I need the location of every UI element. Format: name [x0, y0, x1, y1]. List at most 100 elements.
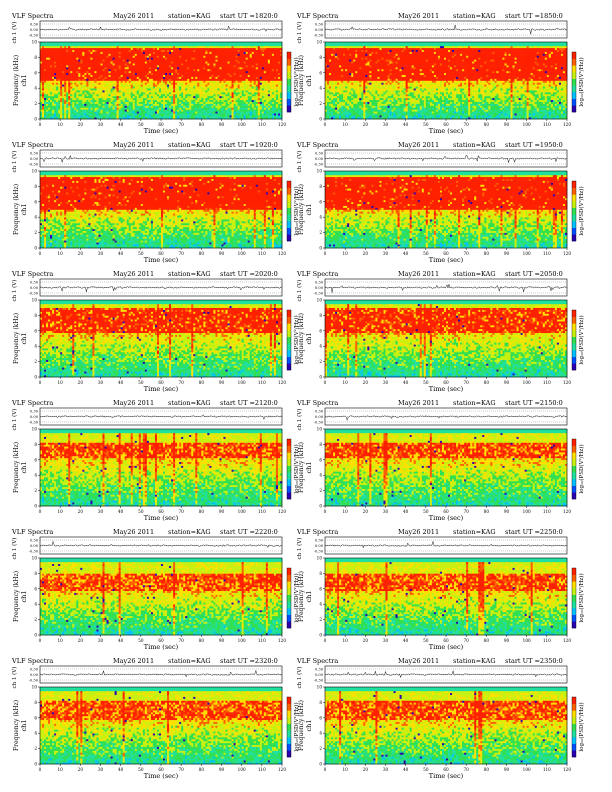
spectrogram-cell [76, 69, 78, 71]
spectrogram-cell [56, 84, 58, 86]
spectrogram-cell [88, 106, 90, 108]
spectrogram-cell [52, 63, 54, 65]
spectrogram-cell [96, 57, 98, 59]
spectrogram-cell [60, 107, 62, 109]
spectrogram-cell [58, 57, 60, 59]
spectrogram-cell [40, 90, 42, 92]
spectrogram-cell [64, 48, 66, 50]
spectrogram-cell [42, 102, 44, 104]
spectrogram-cell [98, 107, 100, 109]
spectrogram-cell [107, 54, 109, 56]
spectrogram-cell [80, 102, 82, 104]
spectrogram-cell [80, 88, 82, 90]
spectrogram-cell [76, 44, 78, 46]
spectrogram-cell [56, 86, 58, 88]
spectrogram-cell [96, 115, 98, 117]
spectrogram-cell [88, 84, 90, 86]
spectrogram-cell [40, 67, 42, 69]
spectrogram-cell [54, 73, 56, 75]
spectrogram-cell [98, 106, 100, 108]
spectrogram-cell [48, 57, 50, 59]
spectrogram-cell [54, 77, 56, 79]
spectrogram-cell [42, 54, 44, 56]
spectrogram-cell [64, 92, 66, 94]
spectrogram-cell [70, 88, 72, 90]
spectrogram-cell [50, 109, 52, 111]
spectrogram-cell [84, 73, 86, 75]
spectrogram-cell [82, 111, 84, 113]
spectrogram-cell [70, 69, 72, 71]
spectrogram-cell [46, 79, 48, 81]
spectrogram-cell [88, 71, 90, 73]
panel-title: VLF Spectra [11, 12, 53, 20]
spectrogram-cell [74, 115, 76, 117]
spectrogram-cell [48, 104, 50, 106]
spectrogram-cell [94, 82, 96, 84]
spectrogram-cell [107, 63, 109, 65]
spectrogram-cell [107, 104, 109, 106]
spectrogram-cell [78, 54, 80, 56]
spectrogram-cell [80, 61, 82, 63]
spectrogram-cell [44, 75, 46, 77]
spectrogram-cell [84, 42, 86, 44]
spectrogram-cell [66, 102, 68, 104]
spectrogram-cell [96, 96, 98, 98]
spectrogram-cell [44, 96, 46, 98]
spectrogram-cell [46, 73, 48, 75]
spectrogram-cell [107, 69, 109, 71]
spectrogram-cell [74, 54, 76, 56]
spectrogram-cell [98, 100, 100, 102]
spectrogram-cell [101, 100, 103, 102]
spectrogram-cell [48, 109, 50, 111]
spectrogram-cell [42, 111, 44, 113]
spectrogram-cell [76, 77, 78, 79]
spectrogram-cell [94, 115, 96, 117]
spectrogram-cell [66, 104, 68, 106]
spectrogram-cell [103, 115, 105, 117]
spectrogram-cell [46, 69, 48, 71]
spectrogram-cell [72, 42, 74, 44]
spectrogram-cell [72, 98, 74, 100]
spectrogram-cell [90, 65, 92, 67]
spectrogram-cell [64, 109, 66, 111]
spectrogram-cell [68, 111, 70, 113]
spectrogram-cell [94, 94, 96, 96]
spectrogram-cell [52, 57, 54, 59]
spectrogram-cell [96, 63, 98, 65]
spectrogram-cell [46, 102, 48, 104]
spectrogram-cell [48, 79, 50, 81]
spectrogram-cell [109, 96, 111, 98]
spectrogram-cell [107, 90, 109, 92]
spectrogram-cell [90, 48, 92, 50]
spectrogram-cell [92, 42, 94, 44]
spectrogram-cell [66, 50, 68, 52]
spectrogram-cell [76, 61, 78, 63]
spectrogram-cell [56, 52, 58, 54]
spectrogram-cell [86, 111, 88, 113]
spectrogram-cell [72, 71, 74, 73]
spectrogram-cell [60, 42, 62, 44]
spectrogram-cell [44, 46, 46, 48]
spectrogram-cell [94, 98, 96, 100]
spectrogram-cell [101, 84, 103, 86]
spectrogram-cell [54, 102, 56, 104]
spectrogram-cell [42, 94, 44, 96]
spectrogram-cell [80, 65, 82, 67]
spectrogram-cell [84, 92, 86, 94]
spectrogram-cell [107, 94, 109, 96]
spectrogram-cell [92, 84, 94, 86]
spectrogram-cell [86, 88, 88, 90]
spectrogram-cell [101, 88, 103, 90]
spectrogram-cell [86, 71, 88, 73]
spectrogram-cell [101, 82, 103, 84]
spectrogram-cell [94, 59, 96, 61]
spectrogram-cell [101, 48, 103, 50]
spectrogram-cell [84, 65, 86, 67]
spectrogram-cell [96, 98, 98, 100]
spectrogram-cell [58, 82, 60, 84]
spectrogram-cell [46, 115, 48, 117]
spectrogram-cell [62, 90, 64, 92]
spectrogram-cell [101, 111, 103, 113]
spectrogram-cell [58, 48, 60, 50]
spectrogram-cell [50, 106, 52, 108]
